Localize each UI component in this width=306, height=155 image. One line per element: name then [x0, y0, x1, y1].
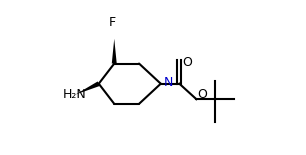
Text: F: F [109, 16, 116, 29]
Text: N: N [164, 76, 173, 89]
Text: O: O [197, 88, 207, 101]
Polygon shape [76, 82, 100, 95]
Text: H₂N: H₂N [63, 88, 87, 101]
Polygon shape [112, 39, 117, 64]
Text: O: O [182, 55, 192, 69]
